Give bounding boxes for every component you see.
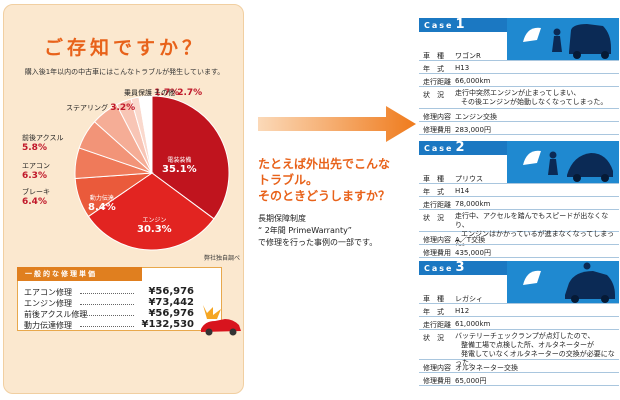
survey-subtitle: 購入後1年以内の中古車にはこんなトラブルが発生しています。	[24, 68, 225, 76]
case-row-situation: 状 況走行中、アクセルを踏んでもスピードが出なくなり、 エンジンはかかっているが進…	[419, 210, 619, 247]
pie-slice-1	[87, 172, 215, 251]
case-row-model: 車 種プリウス	[419, 171, 619, 184]
case-details-table: 車 種レガシィ 年 式 H12 走行距離 61,000km 状 況バッテリーチェック…	[419, 291, 619, 386]
repair-row-drivetrain: 動力伝達修理 ¥132,530	[24, 319, 194, 330]
case-row-situation: 状 況バッテリーチェックランプが点灯したので、 整備工場で点検した所、オルタネータ…	[419, 330, 619, 367]
repair-row-aircon: エアコン修理 ¥56,976	[24, 286, 194, 297]
trouble-survey-panel: ご存知ですか？ 購入後1年以内の中古車にはこんなトラブルが発生しています。 乗員…	[3, 4, 244, 394]
pie-slice-0	[151, 95, 230, 220]
pie-label-engine: エンジン 30.3%	[137, 217, 172, 235]
case-row-mileage: 走行距離 66,000km	[419, 74, 619, 87]
case-card-3: Case 3 車 種レガシィ 年 式 H12 走行距離 61,000km 状 況バッテ…	[419, 261, 619, 397]
repair-cost-header: 一般的な修理単価	[17, 267, 142, 281]
case-row-model: 車 種レガシィ	[419, 291, 619, 304]
case-card-2: Case 2 車 種プリウス 年 式 H14 走行距離 78,000km 状 況走行中…	[419, 141, 619, 269]
pie-label-aircon: エアコン 6.3%	[22, 162, 50, 181]
broken-car-icon	[201, 305, 241, 336]
right-arrow-icon	[258, 106, 416, 142]
survey-title: ご存知ですか？	[43, 37, 205, 59]
case-row-mileage: 走行距離 61,000km	[419, 317, 619, 330]
pie-label-drivetrain: 動力伝達 8.4%	[88, 195, 116, 213]
scenario-question: たとえば外出先でこんな トラブル。 そのときどうしますか？	[258, 157, 391, 203]
case-row-repair: 修理内容 オルタネーター交換	[419, 360, 619, 373]
trouble-pie-chart	[74, 95, 230, 251]
case-car-illustration	[507, 18, 619, 60]
pie-slice-8	[138, 95, 153, 174]
case-card-1: Case 1 車 種ワゴンR 年 式 H13 走行距離 66,000km 状 況走行中…	[419, 18, 619, 146]
source-note: 弊社独自調べ	[204, 255, 241, 262]
case-banner: Case 3	[419, 261, 507, 275]
case-row-model: 車 種ワゴンR	[419, 48, 619, 61]
case-car-illustration	[507, 261, 619, 303]
case-row-cost: 修理費用 435,000円	[419, 245, 619, 258]
case-row-year: 年 式 H14	[419, 184, 619, 197]
case-row-cost: 修理費用 65,000円	[419, 373, 619, 386]
case-banner: Case 1	[419, 18, 507, 32]
pie-label-brake: ブレーキ 6.4%	[22, 188, 50, 207]
case-car-illustration	[507, 141, 619, 183]
case-row-repair: 修理内容 A／T交換	[419, 232, 619, 245]
pie-label-electrical: 電装装備 35.1%	[162, 157, 197, 175]
repair-row-engine: エンジン修理 ¥73,442	[24, 297, 194, 308]
pie-label-steering: ステアリング 3.2%	[66, 103, 136, 113]
case-row-year: 年 式 H13	[419, 61, 619, 74]
case-row-year: 年 式 H12	[419, 304, 619, 317]
pie-label-other: その他 2.7%	[154, 88, 203, 98]
case-row-mileage: 走行距離 78,000km	[419, 197, 619, 210]
case-row-cost: 修理費用 283,000円	[419, 122, 619, 135]
case-row-repair: 修理内容 エンジン交換	[419, 109, 619, 122]
case-row-situation: 状 況走行中突然エンジンが止まってしまい、 その後エンジンが始動しなくなってしまっ…	[419, 87, 619, 109]
pie-label-axle: 前後アクスル 5.8%	[22, 134, 64, 153]
case-details-table: 車 種プリウス 年 式 H14 走行距離 78,000km 状 況走行中、アクセルを…	[419, 171, 619, 258]
case-banner: Case 2	[419, 141, 507, 155]
repair-row-axle: 前後アクスル修理 ¥56,976	[24, 308, 194, 319]
pie-label-occupant: 乗員保護 1.7%	[124, 88, 180, 98]
warranty-description: 長期保障制度 “ 2年間 PrimeWarranty” で修理を行った事例の一部…	[258, 214, 378, 247]
case-details-table: 車 種ワゴンR 年 式 H13 走行距離 66,000km 状 況走行中突然エンジン…	[419, 48, 619, 135]
